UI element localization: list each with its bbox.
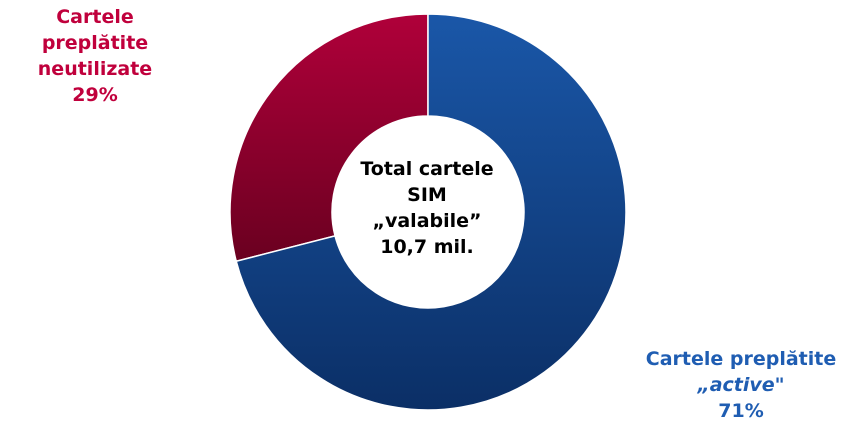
slice-label-unused-line-1: Cartele preplătite [41, 6, 149, 54]
slice-label-active-line-2: „active" [697, 374, 785, 396]
slice-percent-active: 71% [718, 400, 764, 422]
slice-label-active: Cartele preplătite „active" 71% [638, 346, 844, 424]
center-line-2: SIM [407, 184, 447, 206]
center-line-3: „valabile” [372, 210, 482, 232]
slice-active [235, 13, 627, 411]
slice-label-unused: Cartele preplătite neutilizate 29% [0, 4, 190, 108]
slice-label-unused-line-2: neutilizate [37, 58, 153, 80]
slice-unused [229, 13, 429, 263]
slice-percent-unused: 29% [72, 84, 118, 106]
center-line-4: 10,7 mil. [380, 236, 474, 258]
donut-center-label: Total cartele SIM „valabile” 10,7 mil. [338, 156, 516, 260]
slice-label-active-line-1: Cartele preplătite [645, 348, 837, 370]
center-line-1: Total cartele [360, 158, 494, 180]
